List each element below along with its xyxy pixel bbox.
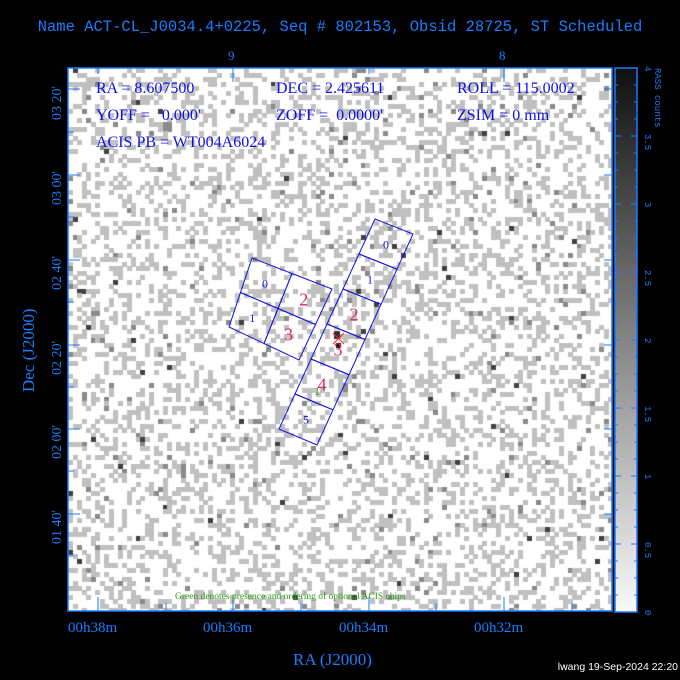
colorbar-tick-label: 4 (642, 66, 652, 72)
axis-ticks (68, 67, 637, 613)
target-cross-line (332, 332, 345, 345)
dec-tick-label: 01 40' (50, 509, 65, 544)
colorbar-tick-label: 0 (642, 610, 652, 616)
chip-label: 2 (299, 289, 308, 309)
dec-value: DEC = 2.425611 (276, 80, 385, 97)
x-axis-label: RA (J2000) (293, 650, 372, 669)
roll-value: ROLL = 115.0002 (457, 80, 575, 97)
zoff-value: ZOFF = 0.0000' (276, 107, 384, 124)
dec-tick-label: 02 20' (50, 340, 65, 375)
colorbar-tick-label: 2 (642, 338, 652, 344)
dec-tick-label: 03 20' (50, 85, 65, 120)
ra-tick-label: 00h36m (203, 620, 253, 636)
chip-label: 2 (350, 305, 359, 325)
chip-label: 1 (367, 272, 373, 286)
zsim-value: ZSIM = 0 mm (457, 107, 550, 124)
plot-title: Name ACT-CL_J0034.4+0225, Seq # 802153, … (37, 18, 643, 36)
ra-value: RA = 8.607500 (96, 80, 195, 97)
ra-tick-label: 00h32m (474, 620, 524, 636)
chip-label: 0 (262, 276, 268, 290)
colorbar-tick-label: 1 (642, 474, 652, 480)
optional-chip-marker: 1 (314, 384, 320, 398)
chip-label: 0 (383, 237, 389, 251)
chip-label: 3 (284, 325, 293, 345)
acis-pb-value: ACIS PB = WT004A6024 (96, 134, 266, 151)
colorbar-tick-label: 1.5 (642, 406, 652, 423)
footer-stamp: lwang 19-Sep-2024 22:20 (557, 661, 678, 673)
optional-chips-note: Green denotes presence and ordering of o… (175, 592, 406, 602)
dec-tick-label: 03 00' (50, 170, 65, 205)
target-marker (332, 332, 345, 345)
y-axis-label: Dec (J2000) (19, 308, 38, 392)
ra-tick-label: 00h38m (68, 620, 118, 636)
chip-label: 5 (303, 413, 309, 427)
top-tick-label: 9 (228, 48, 235, 63)
dec-tick-label: 02 40' (50, 255, 65, 290)
top-tick-label: 8 (499, 48, 506, 63)
colorbar-tick-label: 0.5 (642, 542, 652, 559)
colorbar-tick-label: 2.5 (642, 270, 652, 287)
chip-label: 1 (249, 311, 255, 325)
colorbar-label: RASS counts (652, 68, 662, 128)
colorbar-tick-label: 3 (642, 202, 652, 208)
yoff-value: YOFF = 0.000' (96, 107, 201, 124)
ra-tick-label: 00h34m (339, 620, 389, 636)
chip-label: 4 (318, 375, 327, 395)
chip-label: 3 (334, 340, 343, 360)
plot-frame (67, 67, 613, 612)
chip-outline (278, 393, 334, 446)
dec-tick-label: 02 00' (50, 424, 65, 459)
chip-outline (263, 307, 317, 361)
colorbar-tick-label: 3.5 (642, 134, 652, 151)
